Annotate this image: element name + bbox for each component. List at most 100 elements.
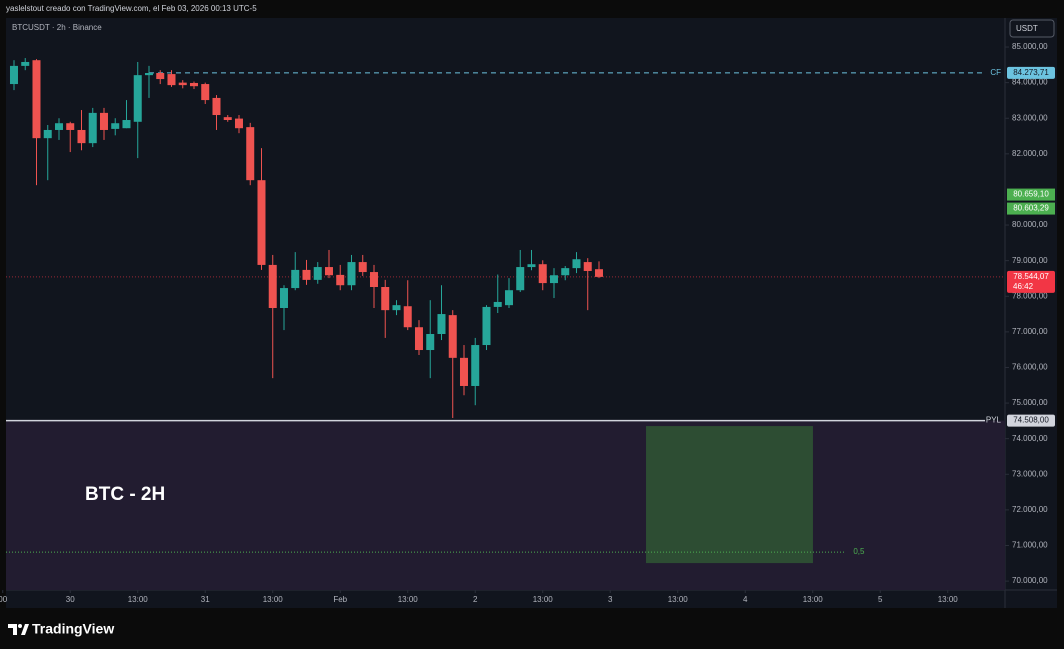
candle-body <box>583 262 592 271</box>
y-tick-label: 79.000,00 <box>1012 256 1048 265</box>
last-price-box <box>1007 270 1055 293</box>
candle-body <box>403 306 412 328</box>
candle-body <box>234 118 243 129</box>
y-tick-label: 74.000,00 <box>1012 434 1048 443</box>
candle-body <box>156 73 165 80</box>
candle-body <box>482 306 491 346</box>
candle-body <box>336 274 345 286</box>
level-price-box <box>1007 66 1055 79</box>
x-tick-label: 31 <box>201 595 210 604</box>
candle-body <box>111 123 120 129</box>
chart-title: BTCUSDT · 2h · Binance <box>12 23 102 32</box>
y-tick-label: 85.000,00 <box>1012 42 1048 51</box>
candle-body <box>212 97 221 116</box>
x-tick-label: 13:00 <box>128 595 149 604</box>
y-tick-label: 83.000,00 <box>1012 113 1048 122</box>
y-tick-label: 77.000,00 <box>1012 327 1048 336</box>
candle-body <box>32 60 41 139</box>
level-name: 0,5 <box>853 547 865 556</box>
y-tick-label: 70.000,00 <box>1012 576 1048 585</box>
candle-body <box>381 286 390 311</box>
candle-body <box>516 267 525 291</box>
y-tick-label: 71.000,00 <box>1012 541 1048 550</box>
x-tick-label: 3 <box>608 595 613 604</box>
candle-body <box>471 345 480 386</box>
candle-body <box>77 129 86 144</box>
candle-body <box>9 65 18 85</box>
x-tick-label: 13:00 <box>263 595 284 604</box>
y-tick-label: 84.000,00 <box>1012 78 1048 87</box>
candle-body <box>201 84 210 101</box>
candle-body <box>88 112 97 144</box>
candle-body <box>594 269 603 277</box>
candle-body <box>133 75 142 122</box>
candle-body <box>144 73 153 76</box>
y-tick-label: 72.000,00 <box>1012 505 1048 514</box>
price-label-box <box>1007 188 1055 201</box>
plot <box>6 58 1005 590</box>
level-name: CF <box>990 68 1001 77</box>
candle-body <box>437 314 446 334</box>
candle-body <box>257 180 266 265</box>
x-tick-label: 13:00 <box>938 595 959 604</box>
candle-body <box>54 123 63 130</box>
x-tick-label: 30 <box>66 595 75 604</box>
x-tick-label: 5 <box>878 595 883 604</box>
candle-body <box>167 74 176 86</box>
candle-body <box>122 120 131 129</box>
countdown: 46:42 <box>1013 282 1034 291</box>
candle-body <box>448 315 457 358</box>
level-price-box <box>1007 414 1055 427</box>
x-tick-label: 4 <box>743 595 748 604</box>
header: yaslelstout creado con TradingView.com, … <box>6 4 257 13</box>
level-name: PYL <box>986 416 1002 425</box>
candle-body <box>223 117 232 121</box>
price-label: 80.659,10 <box>1013 190 1049 199</box>
level-price: 84.273,71 <box>1013 68 1049 77</box>
y-tick-label: 82.000,00 <box>1012 149 1048 158</box>
candle-body <box>347 262 356 286</box>
candle-body <box>549 275 558 284</box>
candle-body <box>324 267 333 276</box>
x-tick-label: 00 <box>0 595 8 604</box>
candle-body <box>538 264 547 284</box>
candle-body <box>291 269 300 289</box>
currency[interactable]: USDT <box>1016 24 1038 33</box>
candle-body <box>527 264 536 268</box>
candle-body <box>302 269 311 280</box>
x-tick-label: 13:00 <box>398 595 419 604</box>
candle-body <box>493 301 502 307</box>
candle-body <box>414 327 423 351</box>
candle-body <box>268 264 277 309</box>
x-tick-label: Feb <box>333 595 347 604</box>
zone-box <box>646 426 813 564</box>
x-tick-label: 13:00 <box>668 595 689 604</box>
price-label-box <box>1007 202 1055 215</box>
logo <box>8 624 29 635</box>
y-tick-label: 78.000,00 <box>1012 291 1048 300</box>
candle-body <box>21 61 30 66</box>
currency-box[interactable] <box>1009 19 1055 38</box>
candle-body <box>358 262 367 273</box>
candle-body <box>369 272 378 287</box>
y-tick-label: 73.000,00 <box>1012 469 1048 478</box>
candle-body <box>189 82 198 87</box>
x-tick-label: 13:00 <box>803 595 824 604</box>
candle-body <box>178 82 187 86</box>
y-tick-label: 75.000,00 <box>1012 398 1048 407</box>
candle-body <box>426 333 435 351</box>
footer-brand: TradingView <box>32 621 114 637</box>
last-price: 78.544,07 <box>1013 272 1049 281</box>
candle-body <box>572 259 581 269</box>
y-tick-label: 80.000,00 <box>1012 220 1048 229</box>
candle-body <box>459 357 468 386</box>
candle-body <box>392 305 401 311</box>
annotation: BTC - 2H <box>85 484 165 505</box>
candle-body <box>313 267 322 280</box>
candle-body <box>99 112 108 130</box>
level-price: 74.508,00 <box>1013 416 1049 425</box>
x-tick-label: 2 <box>473 595 478 604</box>
candle-body <box>504 290 513 306</box>
